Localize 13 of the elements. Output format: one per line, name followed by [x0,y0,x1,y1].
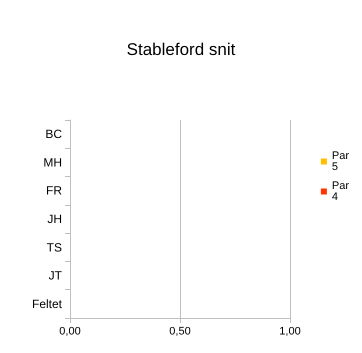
y-tick-label: MH [43,155,62,170]
y-tick-label: JH [47,212,62,226]
chart-title: Stableford snit [126,40,236,59]
legend-label: Par 4 [332,180,350,203]
legend-label: Par 5 [332,150,350,173]
y-tick-label: FR [46,184,62,198]
y-tick-label: TS [46,240,62,254]
y-tick-label: JT [48,268,63,283]
y-tick-label: BC [45,127,62,142]
x-tick-label: 0,50 [169,326,191,338]
x-tick-label: 1,00 [279,326,301,338]
x-tick-label: 0,00 [59,326,81,338]
y-tick-label: Feltet [32,296,63,311]
